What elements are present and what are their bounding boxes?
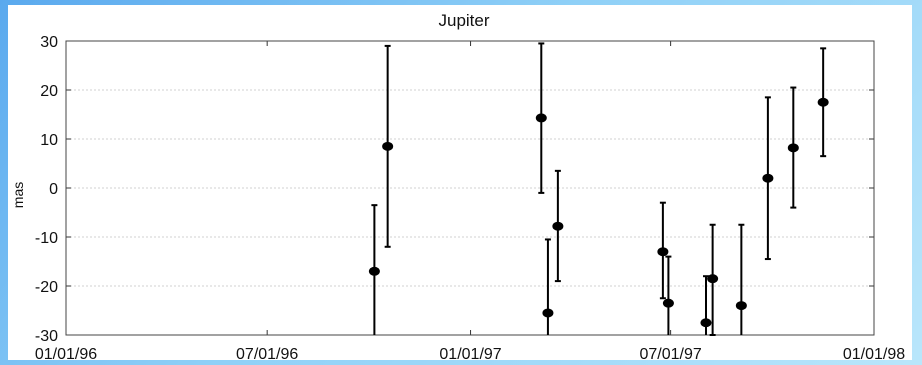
data-point [542,308,554,318]
y-tick-label: -30 [35,328,58,345]
x-tick-label: 01/01/98 [843,346,905,360]
y-tick-label: 10 [40,132,58,149]
y-tick-label: 20 [40,83,58,100]
data-point [662,298,674,308]
data-point [382,141,394,151]
data-point [657,247,669,257]
y-tick-label: 0 [49,181,58,198]
y-tick-label: 30 [40,34,58,51]
x-tick-label: 01/01/97 [439,346,501,360]
plot-frame [65,40,875,336]
data-point [700,318,712,328]
y-axis-label: mas [10,182,26,208]
y-tick-label: -10 [35,230,58,247]
data-point [552,221,564,231]
x-tick-label: 07/01/97 [639,346,701,360]
x-tick-label: 01/01/96 [35,346,97,360]
data-point [735,301,747,311]
data-point [817,97,829,107]
chart-panel: Jupiter mas 30 20 10 0 -10 -20 -30 01/01/96 07/0… [8,5,912,360]
data-point [368,266,380,276]
x-tick-label: 07/01/96 [236,346,298,360]
chart-title: Jupiter [438,11,489,30]
y-tick-label: -20 [35,279,58,296]
grid-lines [66,89,874,287]
data-point [762,173,774,183]
data-point [787,143,799,153]
data-point [707,274,719,284]
data-point [535,113,547,123]
data-points [368,42,829,336]
